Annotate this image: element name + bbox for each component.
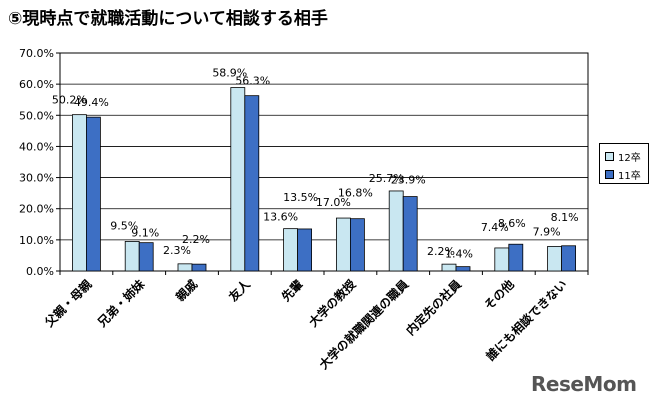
- data-label-11: 23.9%: [391, 174, 426, 187]
- bar-12: [230, 87, 246, 272]
- bar-11: [349, 218, 365, 272]
- x-tick-label: 大学の就職関連の職員: [316, 277, 411, 372]
- x-tick-label: その他: [481, 277, 517, 313]
- legend-item-12: 12卒: [605, 149, 641, 164]
- bar-11: [191, 263, 207, 272]
- y-tick-label: 0.0%: [26, 265, 54, 278]
- data-label-12: 25.7%: [369, 172, 404, 185]
- bar-12: [124, 241, 140, 272]
- x-tick-label: 内定先の社員: [403, 277, 465, 339]
- bar-12: [72, 114, 87, 272]
- bar-12: [283, 228, 299, 272]
- data-label-12: 17.0%: [316, 196, 351, 209]
- data-label-11: 8.1%: [551, 211, 579, 224]
- bar-11: [138, 242, 154, 272]
- bar-11: [561, 245, 576, 272]
- bar-12: [177, 263, 193, 272]
- bar-12: [335, 217, 351, 272]
- data-label-11: 2.2%: [182, 233, 210, 246]
- x-tick-label: 父親・母親: [41, 277, 95, 331]
- legend-swatch-11: [605, 170, 614, 179]
- data-label-11: 8.6%: [498, 217, 526, 230]
- y-tick-label: 50.0%: [19, 109, 54, 122]
- bar-11: [297, 228, 313, 272]
- data-label-11: 16.8%: [338, 187, 373, 200]
- x-tick-label: 兄弟・姉妹: [94, 276, 148, 330]
- legend-label-11: 11卒: [618, 171, 641, 182]
- bar-11: [402, 196, 418, 272]
- data-label-12: 13.6%: [263, 211, 298, 224]
- data-label-12: 2.2%: [427, 245, 455, 258]
- bar-12: [547, 245, 562, 272]
- bar-12: [388, 190, 404, 272]
- legend-label-12: 12卒: [618, 153, 641, 164]
- x-tick-label: 親戚: [173, 277, 201, 305]
- bar-12: [494, 247, 510, 272]
- data-label-12: 58.9%: [212, 67, 247, 80]
- data-label-12: 7.4%: [481, 221, 509, 234]
- x-tick-label: 先輩: [278, 277, 306, 305]
- y-tick-label: 20.0%: [19, 203, 54, 216]
- y-tick-label: 60.0%: [19, 78, 54, 91]
- data-label-11: 13.5%: [283, 191, 318, 204]
- x-tick-label: 友人: [225, 276, 254, 305]
- chart-title: ⑤現時点で就職活動について相談する相手: [8, 9, 328, 29]
- data-label-11: 1.4%: [445, 248, 473, 261]
- bar-11: [244, 95, 260, 272]
- bar-11: [455, 266, 471, 272]
- data-label-12: 2.3%: [163, 244, 191, 257]
- bar-11: [86, 116, 101, 272]
- y-tick-label: 30.0%: [19, 172, 54, 185]
- data-label-11: 49.4%: [74, 96, 109, 109]
- legend-item-11: 11卒: [605, 167, 641, 182]
- logo-wordmark: ReseMom: [531, 372, 637, 396]
- data-label-12: 7.9%: [533, 225, 561, 238]
- plot-area: [59, 52, 589, 272]
- data-label-12: 9.5%: [110, 219, 138, 232]
- resemom-logo: ReseMom: [531, 372, 637, 396]
- data-label-11: 56.3%: [235, 75, 270, 88]
- bar-11: [508, 243, 524, 272]
- data-label-12: 50.2%: [52, 94, 87, 107]
- data-label-11: 9.1%: [131, 227, 159, 240]
- x-tick-label: 大学の教授: [305, 276, 359, 330]
- y-tick-label: 10.0%: [19, 234, 54, 247]
- y-tick-label: 70.0%: [19, 47, 54, 60]
- legend-swatch-12: [605, 152, 614, 161]
- bar-12: [441, 263, 457, 272]
- y-tick-label: 40.0%: [19, 140, 54, 153]
- legend: 12卒 11卒: [599, 143, 649, 184]
